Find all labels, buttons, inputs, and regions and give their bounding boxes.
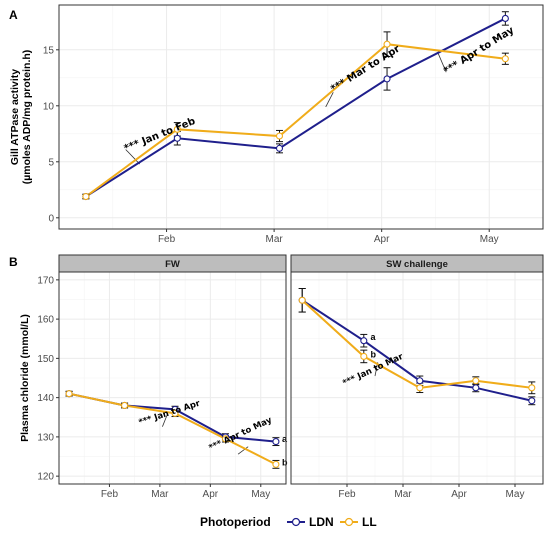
data-point-ldn — [173, 134, 181, 142]
data-point-ll — [173, 125, 181, 133]
x-tick-label: May — [480, 234, 499, 245]
legend-marker-ldn — [291, 517, 301, 527]
legend-title: Photoperiod — [200, 515, 271, 529]
y-axis-title: Plasma chloride (mmol/L) — [19, 314, 31, 442]
facet-label-fw: FW — [165, 259, 180, 270]
x-tick-label: Mar — [394, 489, 412, 500]
legend-marker-ll — [344, 517, 354, 527]
data-point-ldn — [275, 144, 284, 152]
x-tick-label: Mar — [151, 489, 169, 500]
panel-letter-a: A — [9, 8, 18, 22]
annotation-leader-line — [162, 413, 168, 427]
x-tick-label: Feb — [158, 234, 176, 245]
legend-label-ldn: LDN — [309, 515, 334, 529]
y-tick-label: 150 — [37, 354, 54, 365]
y-tick-label: 170 — [37, 275, 54, 286]
significance-letter: b — [371, 349, 377, 359]
data-point-ll — [171, 409, 179, 417]
data-point-ldn — [472, 384, 480, 392]
annotation-leader-line — [437, 51, 447, 73]
legend-entry-ldn: LDN — [287, 515, 334, 529]
panel-a-atpase-chart: Feb Mar Apr May 0 5 10 15 Gill ATPase activity (µ… — [9, 4, 544, 245]
y-axis-title-line2: (µmoles ADP/mg protein.h) — [21, 50, 33, 185]
significance-letter: a — [282, 434, 288, 444]
data-point-ll — [501, 55, 509, 63]
y-tick-label: 5 — [48, 157, 54, 168]
x-tick-label: May — [251, 489, 270, 500]
data-point-ll — [528, 384, 536, 392]
annotation-leader-line — [237, 446, 249, 455]
data-point-ldn — [416, 377, 424, 385]
data-point-ll — [360, 352, 368, 360]
significance-letter: b — [282, 457, 288, 467]
data-point-ll — [65, 390, 73, 398]
data-point-ldn — [528, 397, 536, 405]
data-point-ldn — [383, 75, 391, 83]
legend: Photoperiod LDN LL — [200, 515, 377, 529]
x-tick-label: Apr — [451, 489, 467, 500]
y-tick-label: 0 — [48, 213, 54, 224]
y-axis-title-line1: Gill ATPase activity — [9, 69, 21, 165]
data-point-ll — [275, 132, 284, 140]
y-tick-label: 140 — [37, 393, 54, 404]
x-tick-label: Apr — [374, 234, 390, 245]
y-tick-label: 120 — [37, 472, 54, 483]
data-point-ll — [472, 377, 480, 385]
data-point-ll — [383, 40, 391, 48]
data-point-ll — [82, 192, 90, 201]
data-point-ll — [121, 401, 129, 410]
plot-border — [58, 4, 544, 230]
data-point-ll — [416, 384, 424, 392]
y-tick-label: 160 — [37, 315, 54, 326]
x-tick-label: Apr — [203, 489, 219, 500]
x-tick-label: May — [506, 489, 525, 500]
data-point-ll — [221, 435, 230, 443]
data-point-ll — [298, 296, 306, 304]
panel-letter-b: B — [9, 255, 18, 269]
x-tick-label: Mar — [265, 234, 283, 245]
data-point-ldn — [360, 337, 368, 345]
significance-letter: a — [371, 332, 377, 342]
plot-border — [58, 271, 287, 485]
y-tick-label: 130 — [37, 432, 54, 443]
plot-border — [290, 271, 544, 485]
x-tick-label: Feb — [101, 489, 119, 500]
y-tick-label: 15 — [43, 45, 55, 56]
legend-label-ll: LL — [362, 515, 377, 529]
facet-label-sw-challenge: SW challenge — [386, 259, 448, 270]
data-point-ll — [272, 460, 280, 468]
y-tick-label: 10 — [43, 101, 55, 112]
data-point-ldn — [272, 438, 280, 446]
data-point-ldn — [501, 14, 509, 22]
panel-b-fw-chart: FW Feb Mar Apr May 120 130 140 150 160 170 Plasma c… — [19, 254, 288, 500]
annotation-leader-line — [125, 149, 140, 165]
annotation-leader-line — [325, 92, 334, 108]
legend-entry-ll: LL — [340, 515, 377, 529]
x-tick-label: Feb — [338, 489, 356, 500]
